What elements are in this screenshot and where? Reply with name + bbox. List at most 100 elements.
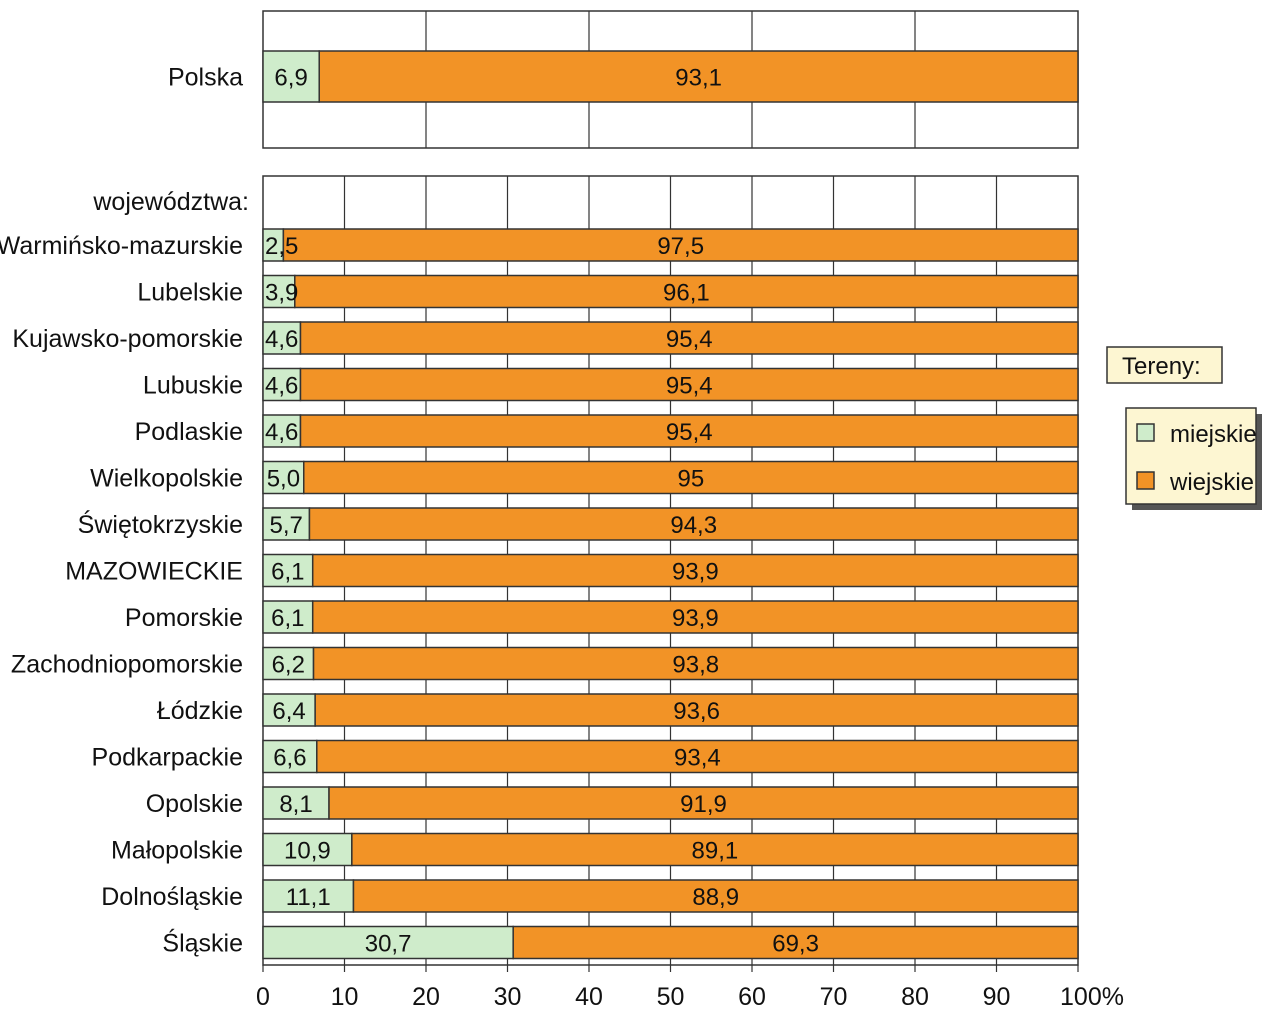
bar-wiejskie bbox=[303, 460, 1079, 495]
value-label-miejskie: 30,7 bbox=[365, 931, 412, 958]
bar-miejskie bbox=[262, 925, 514, 960]
value-label-wiejskie: 97,5 bbox=[657, 233, 704, 260]
category-label: Zachodniopomorskie bbox=[11, 651, 243, 679]
value-label-miejskie: 6,2 bbox=[272, 652, 305, 679]
value-label-wiejskie: 91,9 bbox=[680, 791, 727, 818]
bar-miejskie bbox=[262, 693, 316, 727]
category-label: Opolskie bbox=[146, 790, 243, 818]
bar-total-wiejskie bbox=[318, 50, 1079, 103]
value-label-miejskie: 10,9 bbox=[284, 838, 331, 865]
value-label-miejskie: 11,1 bbox=[286, 884, 331, 911]
category-label: MAZOWIECKIE bbox=[65, 558, 243, 586]
value-label-wiejskie: 93,8 bbox=[672, 652, 719, 679]
category-label-total: Polska bbox=[168, 64, 243, 92]
value-label-wiejskie: 69,3 bbox=[772, 931, 819, 958]
x-tick-label: 50 bbox=[657, 983, 685, 1010]
category-label: Łódzkie bbox=[157, 697, 243, 725]
legend-entry: wiejskie bbox=[1169, 469, 1254, 496]
value-label-miejskie: 2,5 bbox=[265, 233, 298, 260]
legend-title-box bbox=[1106, 346, 1223, 384]
bar-miejskie bbox=[262, 507, 311, 541]
value-label-wiejskie: 96,1 bbox=[663, 280, 710, 307]
group-label: województwa: bbox=[92, 188, 249, 216]
value-label-wiejskie: 94,3 bbox=[670, 512, 717, 539]
x-tick-label: 70 bbox=[820, 983, 848, 1010]
x-tick-label: 10 bbox=[331, 983, 359, 1010]
bar-miejskie bbox=[262, 600, 314, 634]
bar-wiejskie bbox=[316, 739, 1079, 774]
bar-wiejskie bbox=[312, 646, 1079, 681]
value-label-miejskie: 4,6 bbox=[265, 373, 298, 400]
x-tick-label: 30 bbox=[494, 983, 522, 1010]
value-label-wiejskie: 93,9 bbox=[672, 559, 719, 586]
value-label-wiejskie: 93,6 bbox=[673, 698, 720, 725]
bar-wiejskie bbox=[294, 274, 1079, 309]
value-label-wiejskie: 95,4 bbox=[666, 419, 713, 446]
bar-wiejskie bbox=[282, 228, 1079, 262]
legend-title: Tereny: bbox=[1122, 353, 1201, 380]
bar-miejskie bbox=[262, 414, 302, 448]
value-label-miejskie: 6,6 bbox=[273, 745, 306, 772]
value-label-wiejskie: 95,4 bbox=[666, 373, 713, 400]
value-label-wiejskie: 88,9 bbox=[692, 884, 739, 911]
bar-miejskie bbox=[262, 321, 302, 355]
bar-wiejskie bbox=[299, 321, 1079, 355]
value-label-total-wiejskie: 93,1 bbox=[675, 65, 722, 92]
category-label: Lubuskie bbox=[143, 372, 243, 400]
value-label-wiejskie: 93,9 bbox=[672, 605, 719, 632]
bar-miejskie bbox=[262, 274, 296, 309]
legend-entry: miejskie bbox=[1170, 421, 1257, 448]
x-tick-label: 20 bbox=[412, 983, 440, 1010]
bar-miejskie bbox=[262, 739, 318, 774]
bar-wiejskie bbox=[314, 693, 1079, 727]
value-label-wiejskie: 93,4 bbox=[674, 745, 721, 772]
category-label: Dolnośląskie bbox=[101, 883, 243, 911]
category-label: Świętokrzyskie bbox=[78, 509, 243, 539]
bar-wiejskie bbox=[299, 414, 1079, 448]
category-label: Pomorskie bbox=[125, 604, 243, 632]
category-label: Podlaskie bbox=[135, 418, 243, 446]
x-tick-label: 60 bbox=[738, 983, 766, 1010]
bar-wiejskie bbox=[328, 786, 1079, 820]
x-tick-label: 80 bbox=[901, 983, 929, 1010]
bar-miejskie bbox=[262, 646, 315, 681]
value-label-wiejskie: 95,4 bbox=[666, 326, 713, 353]
bar-wiejskie bbox=[311, 600, 1079, 634]
category-label: Kujawsko-pomorskie bbox=[12, 325, 243, 353]
value-label-wiejskie: 89,1 bbox=[692, 838, 739, 865]
value-label-miejskie: 6,4 bbox=[272, 698, 305, 725]
value-label-miejskie: 4,6 bbox=[265, 326, 298, 353]
bar-miejskie bbox=[262, 879, 355, 913]
bar-wiejskie bbox=[308, 507, 1079, 541]
bar-wiejskie bbox=[351, 832, 1079, 867]
x-tick-label: 0 bbox=[256, 983, 270, 1010]
x-tick-label: 100% bbox=[1060, 983, 1124, 1010]
bar-miejskie bbox=[262, 786, 330, 820]
legend-swatch bbox=[1136, 471, 1155, 490]
value-label-miejskie: 8,1 bbox=[279, 791, 312, 818]
value-label-miejskie: 5,0 bbox=[267, 466, 300, 493]
value-label-wiejskie: 95 bbox=[678, 466, 705, 493]
category-label: Lubelskie bbox=[137, 279, 243, 307]
legend-swatch bbox=[1136, 423, 1155, 442]
bar-miejskie bbox=[262, 832, 353, 867]
value-label-miejskie: 6,1 bbox=[271, 605, 304, 632]
bar-wiejskie bbox=[352, 879, 1079, 913]
x-tick-label: 40 bbox=[575, 983, 603, 1010]
value-label-miejskie: 4,6 bbox=[265, 419, 298, 446]
bar-wiejskie bbox=[299, 367, 1079, 402]
bar-wiejskie bbox=[512, 925, 1079, 960]
category-label: Wielkopolskie bbox=[90, 465, 243, 493]
bar-miejskie bbox=[262, 367, 302, 402]
category-label: Śląskie bbox=[162, 928, 243, 958]
bar-miejskie bbox=[262, 460, 305, 495]
x-tick-label: 90 bbox=[983, 983, 1011, 1010]
value-label-miejskie: 3,9 bbox=[265, 280, 298, 307]
value-label-miejskie: 6,1 bbox=[271, 559, 304, 586]
category-label: Podkarpackie bbox=[92, 744, 243, 772]
value-label-miejskie: 5,7 bbox=[270, 512, 303, 539]
bar-wiejskie bbox=[311, 553, 1079, 588]
category-label: Małopolskie bbox=[111, 837, 243, 865]
category-label: Warmińsko-mazurskie bbox=[0, 232, 243, 260]
